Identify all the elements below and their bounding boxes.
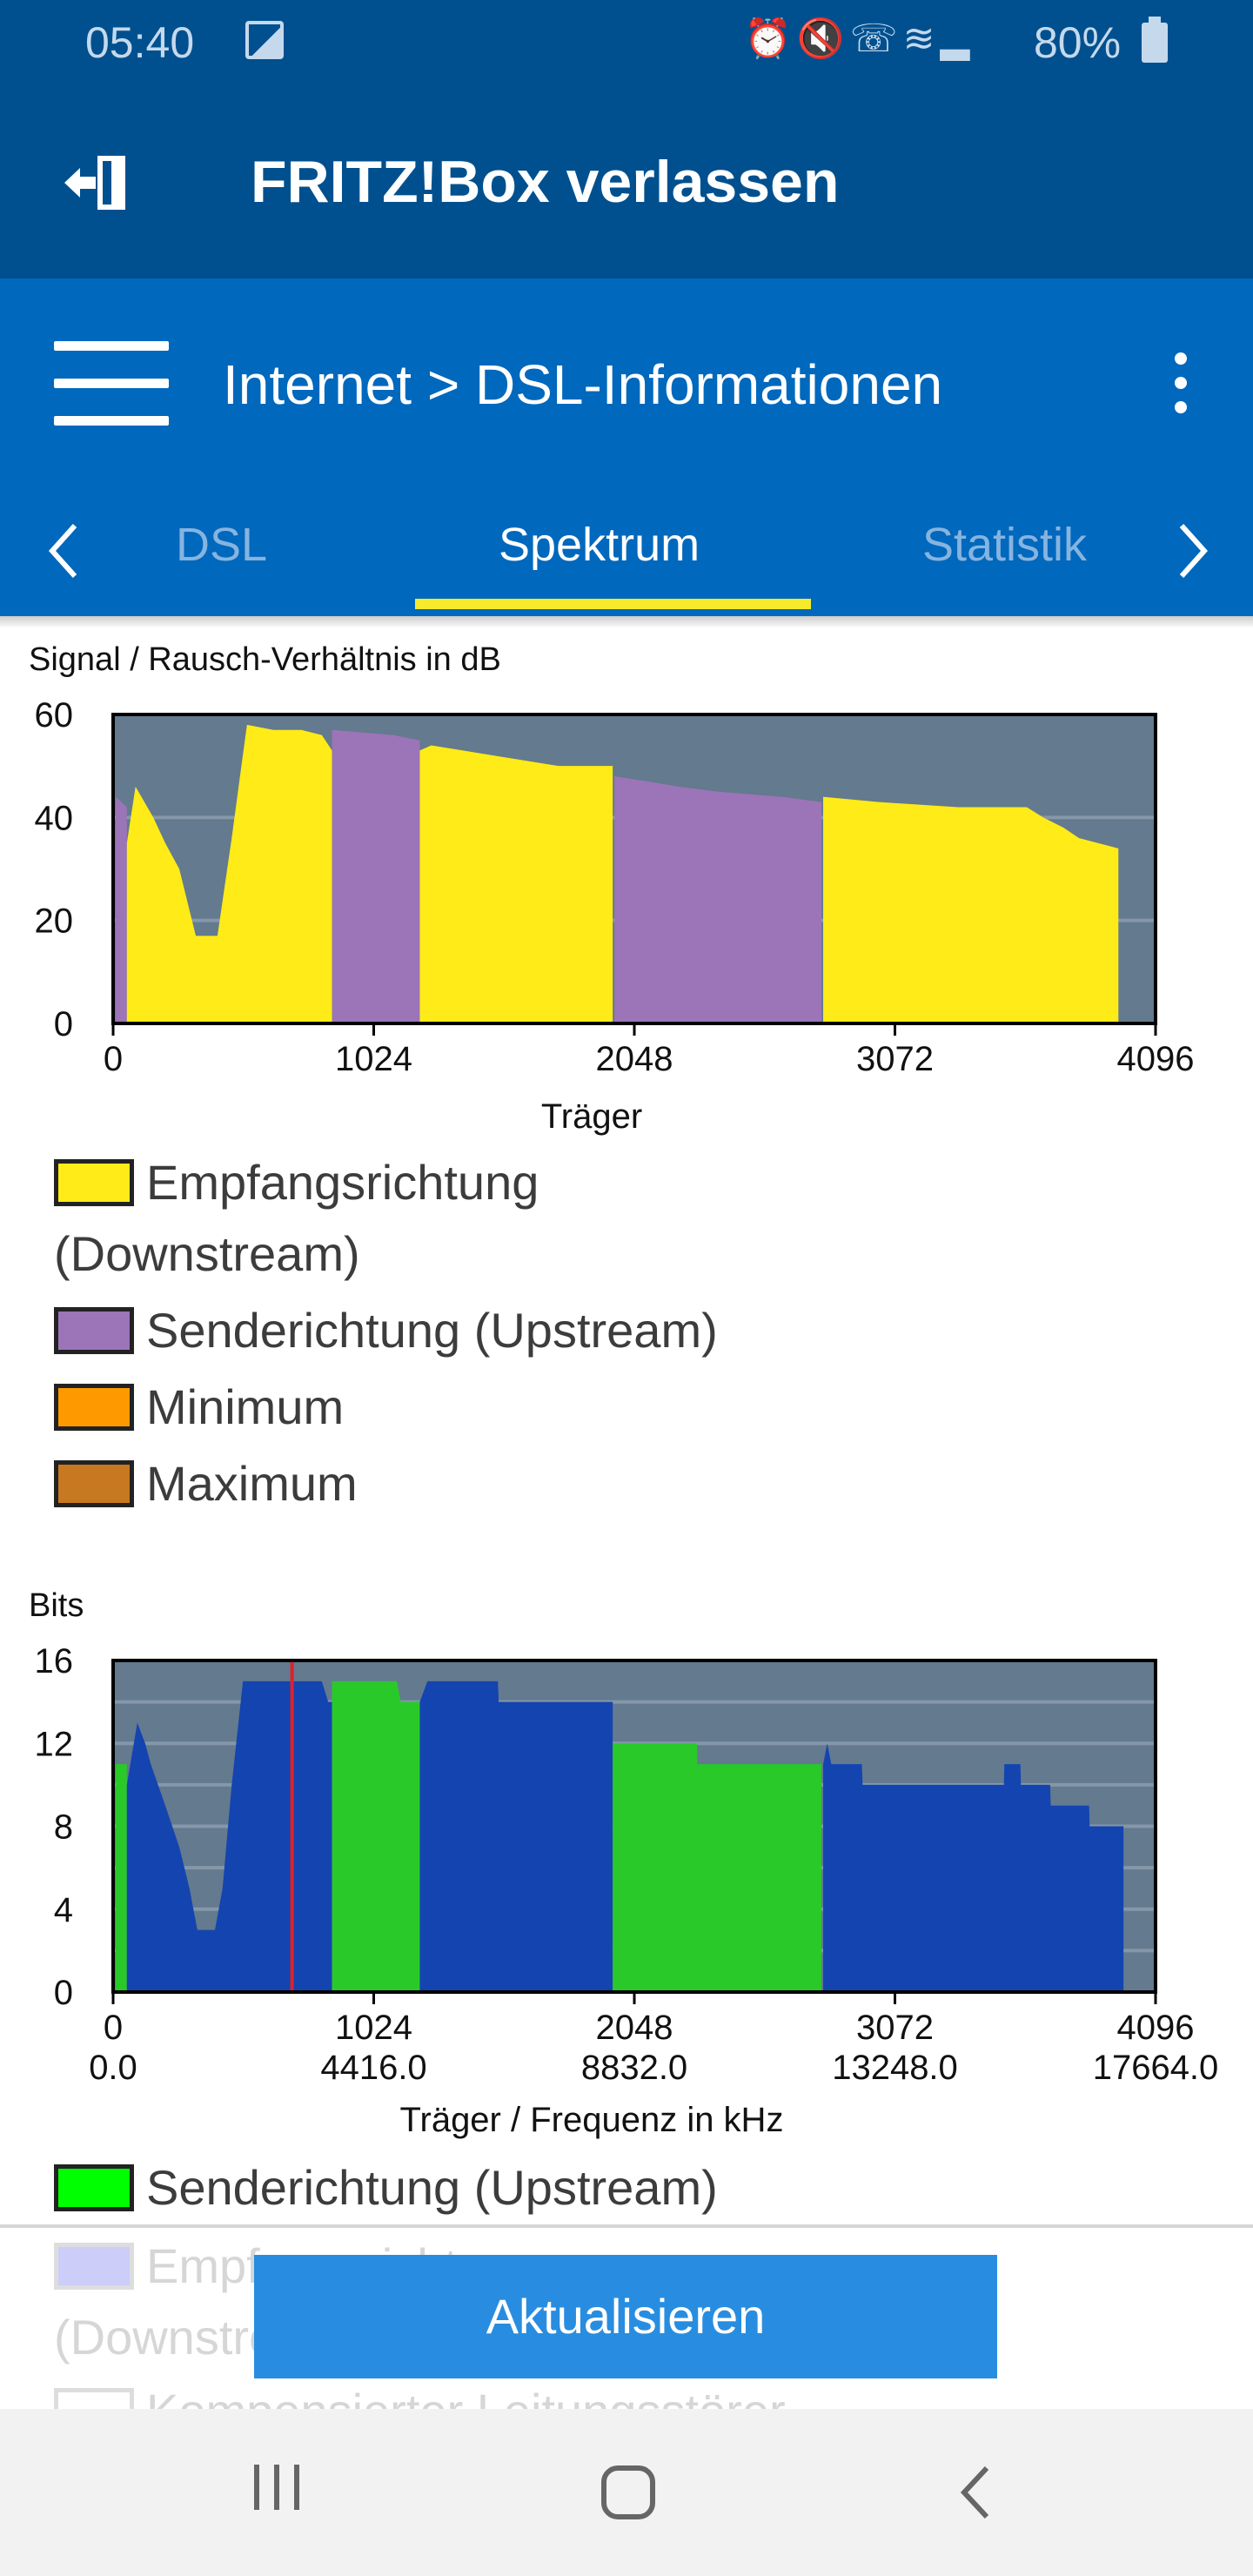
- series-area-downstream: [126, 724, 332, 1023]
- legend-maximum: Maximum: [54, 1448, 358, 1519]
- x-tick-label: 2048: [596, 1040, 673, 1078]
- tab-spektrum[interactable]: Spektrum: [499, 519, 700, 571]
- wifi-call-icon: ☏: [849, 17, 903, 60]
- x-tick-label-frequency: 17664.0: [1093, 2049, 1219, 2087]
- minimum-swatch: [54, 1384, 134, 1431]
- x-tick-label-frequency: 0.0: [89, 2049, 137, 2087]
- active-tab-indicator: [415, 599, 811, 609]
- refresh-button[interactable]: Aktualisieren: [254, 2255, 997, 2378]
- downstream-swatch: [54, 2243, 134, 2290]
- y-tick-label: 8: [54, 1808, 73, 1847]
- series-area-downstream: [823, 796, 1119, 1023]
- battery-icon: [1142, 17, 1168, 63]
- x-axis-label: Träger / Frequenz in kHz: [400, 2101, 784, 2139]
- y-tick-label: 16: [35, 1642, 74, 1680]
- x-tick-label-frequency: 13248.0: [832, 2049, 958, 2087]
- app-header: [0, 0, 1253, 278]
- legend-bits-upstream: Senderichtung (Upstream): [54, 2152, 718, 2224]
- y-tick-label: 0: [54, 1005, 73, 1043]
- y-tick-label: 60: [35, 696, 74, 735]
- legend-label: Senderichtung (Upstream): [146, 2160, 718, 2215]
- downstream-swatch: [54, 1159, 134, 1206]
- alarm-icon: ⏰: [744, 17, 797, 60]
- series-area-bits_up: [115, 1764, 127, 1992]
- more-options-icon[interactable]: [1168, 352, 1194, 413]
- legend-label: Senderichtung (Upstream): [146, 1303, 718, 1358]
- leave-fritzbox-title[interactable]: FRITZ!Box verlassen: [251, 149, 840, 215]
- signal-icon: ▂: [940, 17, 975, 60]
- y-tick-label: 40: [35, 799, 74, 837]
- chevron-left-icon[interactable]: [40, 520, 92, 581]
- tab-statistik[interactable]: Statistik: [922, 519, 1088, 571]
- y-tick-label: 0: [54, 1974, 73, 2012]
- series-area-upstream: [332, 729, 420, 1023]
- x-tick-label-frequency: 4416.0: [320, 2049, 426, 2087]
- series-area-bits_down: [419, 1680, 613, 1992]
- legend-label: Minimum: [146, 1379, 345, 1434]
- back-icon[interactable]: [957, 2465, 992, 2520]
- series-area-bits_up: [332, 1680, 420, 1992]
- chevron-right-icon[interactable]: [1166, 520, 1218, 581]
- upstream-swatch: [54, 1307, 134, 1354]
- legend-label: (Downstream): [54, 1226, 360, 1281]
- upstream-swatch: [54, 2164, 134, 2211]
- status-icons: ⏰🔇☏≋▂: [744, 16, 975, 61]
- x-tick-label: 0: [104, 1040, 123, 1078]
- series-area-bits_up: [613, 1743, 821, 1992]
- series-area-upstream: [614, 776, 821, 1023]
- legend-upstream: Senderichtung (Upstream): [54, 1295, 718, 1366]
- wifi-icon: ≋: [902, 17, 941, 60]
- home-icon[interactable]: [600, 2465, 656, 2520]
- x-tick-label-frequency: 8832.0: [581, 2049, 687, 2087]
- exit-icon[interactable]: [63, 152, 132, 213]
- series-area-bits_down: [126, 1680, 332, 1992]
- legend-label: Maximum: [146, 1456, 358, 1511]
- y-tick-label: 4: [54, 1891, 73, 1929]
- hamburger-menu-icon[interactable]: [54, 341, 169, 426]
- x-tick-label: 2048: [596, 2009, 673, 2047]
- snr-chart: 0 20 40 60 0 1024 2048 3072 4096 Träger: [35, 696, 1195, 1136]
- series-area-downstream: [419, 745, 613, 1023]
- x-tick-label: 1024: [335, 2009, 412, 2047]
- navigation-bar: [0, 278, 1253, 616]
- x-tick-label: 3072: [856, 1040, 934, 1078]
- snr-chart-title: Signal / Rausch-Verhältnis in dB: [29, 641, 501, 678]
- battery-level: 80%: [1034, 18, 1122, 67]
- tab-dsl[interactable]: DSL: [176, 519, 268, 571]
- series-area-bits_down: [823, 1743, 1124, 1992]
- legend-label: Empfangsrichtung: [146, 1155, 539, 1210]
- legend-minimum: Minimum: [54, 1372, 344, 1443]
- x-tick-label: 1024: [335, 1040, 412, 1078]
- x-tick-label: 3072: [856, 2009, 934, 2047]
- y-tick-label: 20: [35, 902, 74, 941]
- recent-apps-icon[interactable]: [251, 2461, 303, 2513]
- status-bar: 05:40 ⏰🔇☏≋▂ 80%: [0, 0, 1253, 83]
- image-notification-icon: [245, 21, 284, 59]
- x-tick-label: 4096: [1117, 2009, 1195, 2047]
- breadcrumb: Internet > DSL-Informationen: [223, 353, 943, 416]
- mute-icon: 🔇: [796, 17, 850, 60]
- legend-downstream: Empfangsrichtung (Downstream): [54, 1147, 539, 1290]
- clock: 05:40: [85, 18, 195, 67]
- x-axis-label: Träger: [541, 1097, 642, 1136]
- header-shadow: [0, 616, 1253, 628]
- x-tick-label: 4096: [1117, 1040, 1195, 1078]
- series-area-upstream: [115, 796, 127, 1023]
- y-tick-label: 12: [35, 1725, 74, 1763]
- bits-chart: 048121600.010244416.020488832.0307213248…: [35, 1642, 1219, 2139]
- x-tick-label: 0: [104, 2009, 123, 2047]
- system-nav-bar: [0, 2409, 1253, 2576]
- divider: [0, 2224, 1253, 2228]
- bits-chart-title: Bits: [29, 1587, 84, 1624]
- maximum-swatch: [54, 1460, 134, 1507]
